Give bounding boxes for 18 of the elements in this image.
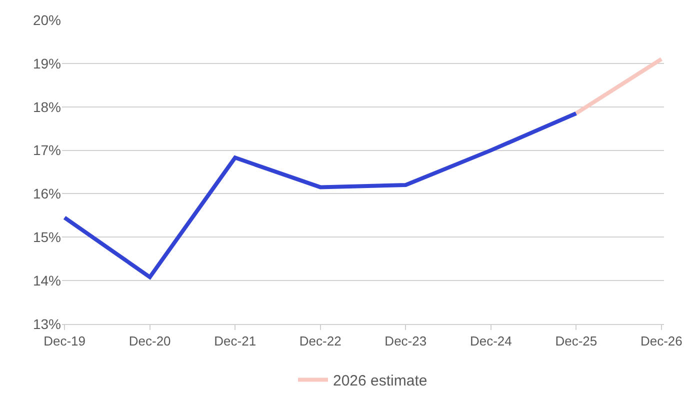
y-tick-label: 19%: [32, 55, 61, 72]
x-tick-label: Dec-23: [384, 334, 427, 349]
y-tick-label: 14%: [32, 272, 61, 288]
x-tick-label: Dec-22: [299, 334, 342, 349]
x-tick-label: Dec-25: [555, 334, 598, 349]
y-tick-label: 20%: [32, 12, 61, 28]
y-tick-label: 16%: [32, 186, 61, 202]
legend-label: 2026 estimate: [333, 372, 428, 390]
y-tick-label: 13%: [32, 316, 61, 332]
line-series: [62, 111, 578, 280]
y-tick-label: 17%: [32, 142, 61, 158]
y-tick-label: 15%: [32, 229, 61, 246]
x-tick-label: Dec-26: [640, 334, 682, 349]
y-tick-label: 18%: [32, 98, 61, 115]
x-tick-label: Dec-21: [214, 334, 256, 349]
x-tick-label: Dec-24: [470, 334, 512, 349]
x-tick-label: Dec-19: [44, 334, 86, 349]
x-tick-label: Dec-20: [128, 334, 171, 349]
